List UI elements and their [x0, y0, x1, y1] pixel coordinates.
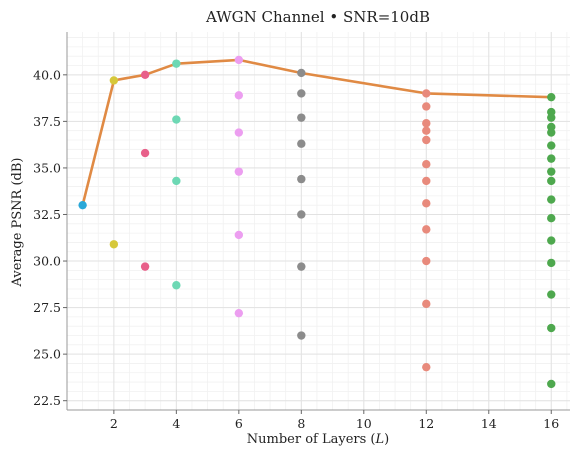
x-tick-label: 2 [110, 416, 118, 431]
data-point [547, 92, 556, 102]
y-tick-label: 35.0 [33, 160, 61, 175]
data-point [547, 113, 556, 122]
data-point [297, 210, 306, 219]
y-tick-label: 27.5 [33, 300, 61, 315]
data-point [297, 89, 306, 98]
data-point [234, 308, 244, 318]
x-axis-label-prefix: Number of Layers ( [247, 432, 376, 447]
data-point [234, 167, 244, 176]
data-point [140, 70, 150, 80]
data-point [422, 119, 431, 128]
data-point [422, 299, 431, 309]
data-point [297, 113, 306, 122]
data-point [422, 199, 431, 208]
data-point [422, 126, 431, 135]
data-point [297, 262, 306, 271]
data-point [422, 225, 431, 234]
x-tick-label: 4 [172, 416, 180, 431]
data-point [78, 200, 87, 210]
data-point [547, 154, 556, 163]
data-point [140, 148, 150, 158]
x-tick-label: 8 [297, 416, 305, 431]
data-point [422, 160, 431, 169]
y-tick-label: 22.5 [33, 393, 61, 408]
data-point [547, 128, 556, 137]
data-point [547, 176, 556, 186]
data-point [172, 115, 181, 124]
data-point [109, 76, 119, 85]
y-axis-ticks: 22.5 25.0 27.5 30.0 32.5 35.0 37.5 40.0 [33, 67, 67, 408]
y-axis-label: Average PSNR (dB) [10, 158, 25, 288]
data-point [422, 256, 431, 266]
data-point [297, 174, 306, 184]
y-tick-label: 40.0 [33, 67, 61, 82]
data-point [297, 68, 306, 78]
data-point [297, 331, 306, 340]
data-point [172, 176, 181, 186]
y-tick-label: 30.0 [33, 254, 61, 269]
data-point [547, 214, 556, 223]
y-tick-label: 32.5 [33, 207, 61, 222]
plot-frame [66, 32, 570, 411]
data-point [172, 59, 181, 68]
x-tick-label: 16 [543, 416, 559, 431]
data-point [234, 55, 244, 65]
data-point [547, 290, 556, 299]
data-point [422, 362, 431, 372]
best-psnr-line-path [81, 58, 553, 207]
data-point [140, 262, 150, 271]
x-axis-label-variable: L [375, 432, 385, 447]
data-point [234, 128, 244, 137]
data-point [109, 240, 119, 249]
data-point [547, 258, 556, 268]
best-psnr-line [81, 58, 553, 207]
data-points [78, 55, 556, 389]
x-tick-label: 6 [235, 416, 243, 431]
x-tick-label: 10 [356, 416, 372, 431]
data-point [172, 281, 181, 290]
y-tick-label: 37.5 [33, 114, 61, 129]
data-point [547, 379, 556, 389]
data-point [234, 230, 244, 240]
data-point [422, 176, 431, 186]
data-point [422, 102, 431, 111]
x-axis-label: Number of Layers (L) [247, 432, 389, 447]
plot-background [67, 32, 570, 410]
data-point [547, 236, 556, 245]
data-point [297, 139, 306, 148]
data-point [547, 323, 556, 333]
x-axis-ticks: 2 4 6 8 10 12 14 16 [110, 410, 559, 431]
x-tick-label: 14 [481, 416, 497, 431]
x-tick-label: 12 [418, 416, 434, 431]
data-point [547, 195, 556, 204]
x-axis-label-suffix: ) [384, 432, 389, 447]
major-grid [67, 32, 570, 410]
y-tick-label: 25.0 [33, 347, 61, 362]
chart-title: AWGN Channel • SNR=10dB [205, 8, 430, 26]
data-point [422, 135, 431, 145]
data-point [422, 89, 431, 98]
data-point [547, 167, 556, 176]
data-point [234, 91, 244, 100]
data-point [547, 141, 556, 150]
